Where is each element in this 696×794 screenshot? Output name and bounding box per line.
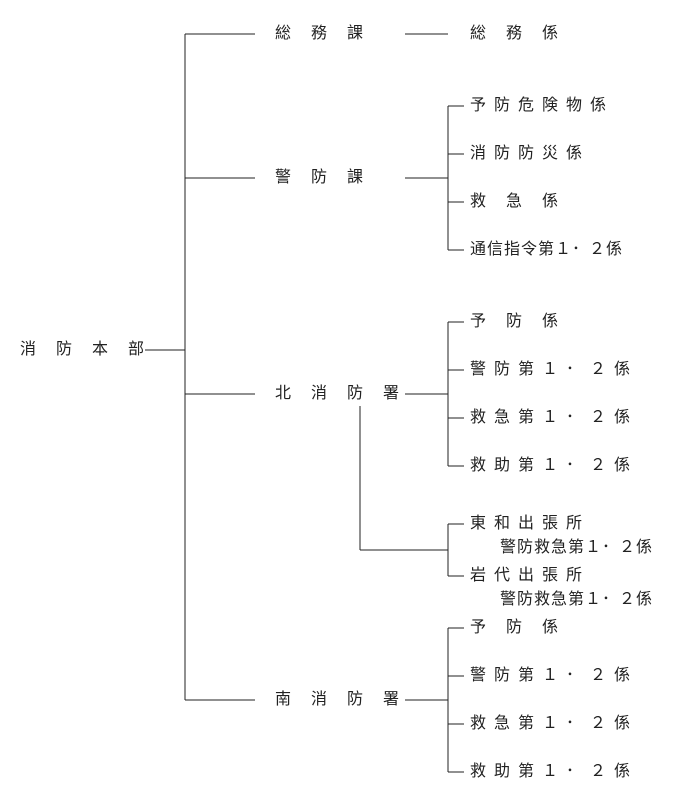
l3-shoubou-bousai: 消防防災係: [470, 144, 582, 162]
org-chart: 消防本部 総務課 総務係警防課 予防危険物係消防防災係救急係通信指令第１･２係北消防署…: [0, 0, 696, 794]
l3-yobou-kakari-s: 予防係: [470, 618, 558, 636]
root-node: 消防本部: [20, 340, 144, 358]
l3-kyuukyuu-12-s: 救急第１･２係: [470, 714, 630, 732]
branch-iwashiro: 岩代出張所: [470, 566, 582, 584]
branch-touwa: 東和出張所: [470, 514, 582, 532]
l2-soumu-ka: 総務課: [275, 24, 363, 42]
l2-keibou-ka: 警防課: [275, 168, 363, 186]
l3-yobou-kiken: 予防危険物係: [470, 96, 606, 114]
l3-yobou-kakari-n: 予防係: [470, 312, 558, 330]
l3-keibou-12-s: 警防第１･２係: [470, 666, 630, 684]
branch-sub-touwa: 警防救急第１･２係: [500, 538, 652, 556]
branch-sub-iwashiro: 警防救急第１･２係: [500, 590, 652, 608]
l3-tsuushin-shirei: 通信指令第１･２係: [470, 240, 622, 258]
l3-soumu-kakari: 総務係: [470, 24, 558, 42]
l2-kita-shoubousho: 北消防署: [275, 384, 399, 402]
l2-minami-shoubousho: 南消防署: [275, 690, 399, 708]
l3-kyuukyuu-kakari-1: 救急係: [470, 192, 558, 210]
l3-kyuujo-12-n: 救助第１･２係: [470, 456, 630, 474]
l3-keibou-12-n: 警防第１･２係: [470, 360, 630, 378]
l3-kyuujo-12-s: 救助第１･２係: [470, 762, 630, 780]
l3-kyuukyuu-12-n: 救急第１･２係: [470, 408, 630, 426]
